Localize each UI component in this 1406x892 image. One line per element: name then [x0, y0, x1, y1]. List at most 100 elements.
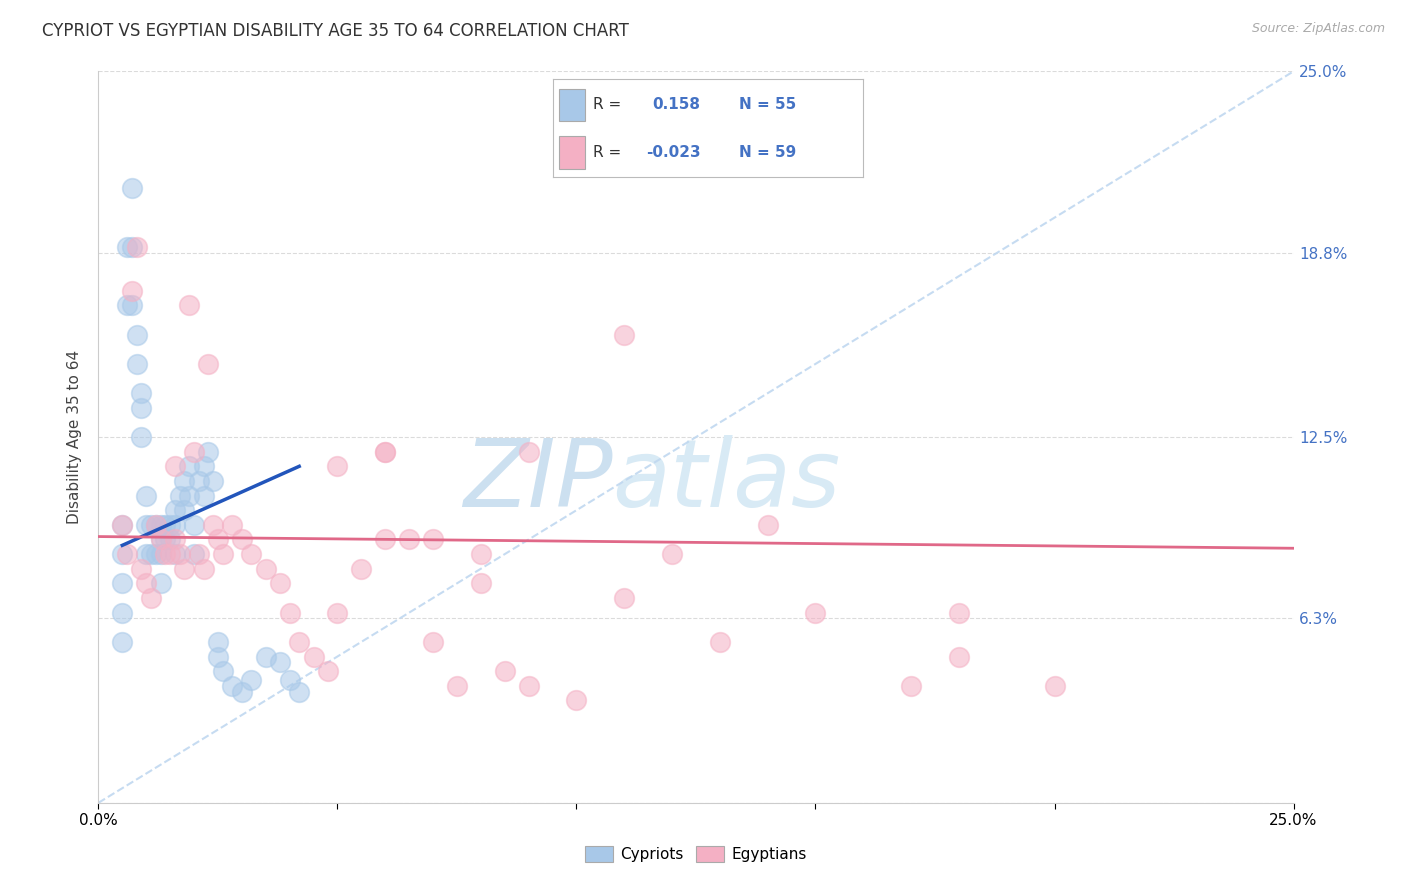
Point	[155, 547, 177, 561]
Y-axis label: Disability Age 35 to 64: Disability Age 35 to 64	[67, 350, 83, 524]
Point	[422, 533, 444, 547]
Point	[183, 517, 205, 532]
Point	[135, 576, 157, 591]
Point	[948, 606, 970, 620]
Point	[231, 684, 253, 698]
Point	[187, 547, 209, 561]
Point	[240, 547, 263, 561]
Point	[756, 517, 779, 532]
Text: ZIP: ZIP	[463, 435, 613, 526]
Point	[197, 444, 219, 458]
Text: Source: ZipAtlas.com: Source: ZipAtlas.com	[1251, 22, 1385, 36]
Point	[221, 517, 243, 532]
Point	[115, 298, 138, 312]
Point	[221, 679, 243, 693]
Point	[135, 547, 157, 561]
Point	[517, 444, 540, 458]
Point	[302, 649, 325, 664]
Point	[350, 562, 373, 576]
Point	[240, 673, 263, 687]
Point	[121, 240, 143, 254]
Point	[288, 684, 311, 698]
Point	[254, 649, 277, 664]
Point	[326, 606, 349, 620]
Point	[125, 327, 148, 342]
Point	[173, 562, 195, 576]
Point	[326, 459, 349, 474]
Point	[661, 547, 683, 561]
Point	[155, 533, 177, 547]
Point	[131, 401, 153, 415]
Point	[121, 298, 143, 312]
Point	[374, 444, 396, 458]
Point	[804, 606, 827, 620]
Point	[179, 489, 201, 503]
Point	[211, 664, 233, 678]
Point	[139, 547, 162, 561]
Point	[145, 547, 167, 561]
Point	[111, 635, 134, 649]
Point	[111, 576, 134, 591]
Point	[121, 284, 143, 298]
Point	[149, 533, 172, 547]
Point	[169, 489, 191, 503]
Point	[149, 547, 172, 561]
Point	[1043, 679, 1066, 693]
Point	[207, 533, 229, 547]
Point	[269, 576, 291, 591]
Point	[111, 517, 134, 532]
Point	[374, 444, 396, 458]
Point	[374, 533, 396, 547]
Point	[613, 591, 636, 605]
Point	[135, 517, 157, 532]
Point	[1091, 21, 1114, 35]
Text: CYPRIOT VS EGYPTIAN DISABILITY AGE 35 TO 64 CORRELATION CHART: CYPRIOT VS EGYPTIAN DISABILITY AGE 35 TO…	[42, 22, 628, 40]
Point	[111, 517, 134, 532]
Point	[125, 240, 148, 254]
Point	[111, 606, 134, 620]
Point	[202, 474, 225, 488]
Point	[470, 576, 492, 591]
Point	[145, 517, 167, 532]
Point	[709, 635, 731, 649]
Point	[565, 693, 588, 707]
Point	[207, 635, 229, 649]
Point	[193, 459, 215, 474]
Point	[254, 562, 277, 576]
Point	[470, 547, 492, 561]
Point	[269, 656, 291, 670]
Point	[163, 459, 186, 474]
Point	[169, 547, 191, 561]
Point	[422, 635, 444, 649]
Point	[115, 547, 138, 561]
Point	[135, 489, 157, 503]
Point	[121, 181, 143, 195]
Point	[900, 679, 922, 693]
Point	[149, 517, 172, 532]
Point	[159, 533, 181, 547]
Point	[231, 533, 253, 547]
Text: atlas: atlas	[613, 435, 841, 526]
Point	[202, 517, 225, 532]
Point	[173, 503, 195, 517]
Point	[163, 533, 186, 547]
Point	[163, 517, 186, 532]
Point	[159, 517, 181, 532]
Point	[125, 357, 148, 371]
Point	[211, 547, 233, 561]
Point	[278, 673, 301, 687]
Point	[149, 576, 172, 591]
Point	[145, 517, 167, 532]
Point	[278, 606, 301, 620]
Point	[179, 459, 201, 474]
Point	[163, 503, 186, 517]
Point	[131, 386, 153, 401]
Point	[159, 547, 181, 561]
Point	[131, 430, 153, 444]
Point	[149, 533, 172, 547]
Point	[948, 649, 970, 664]
Point	[111, 547, 134, 561]
Point	[139, 591, 162, 605]
Point	[139, 517, 162, 532]
Point	[173, 474, 195, 488]
